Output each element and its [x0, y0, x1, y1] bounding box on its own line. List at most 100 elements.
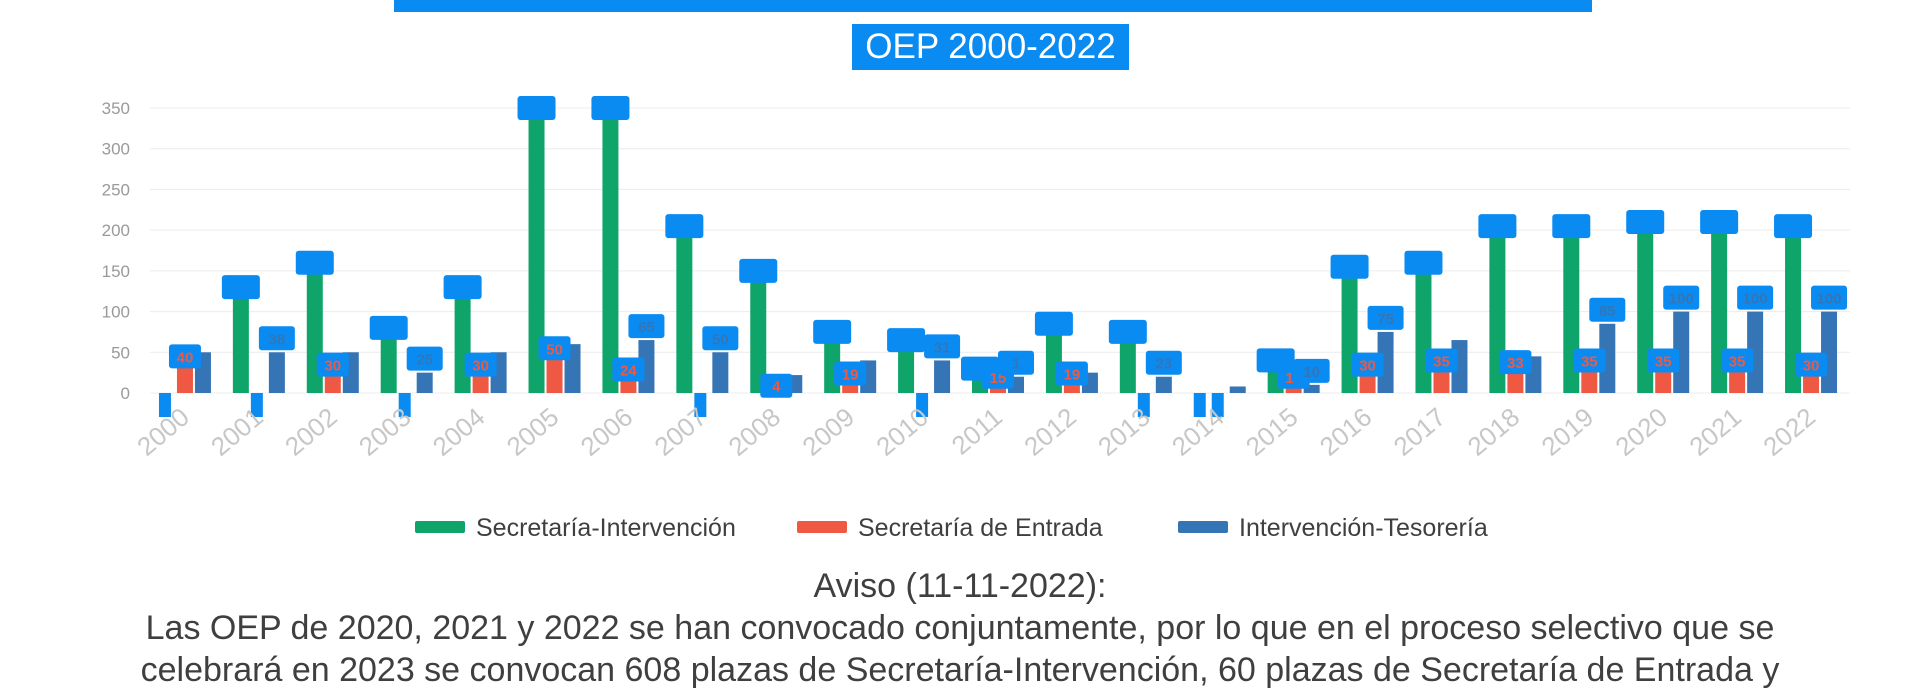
x-tick-label: 2019: [1536, 402, 1600, 462]
y-tick-label: 150: [102, 262, 130, 281]
x-tick-label: 2015: [1240, 402, 1304, 462]
data-label-intervencion-tesoreria: 1: [1012, 356, 1020, 373]
y-tick-label: 200: [102, 221, 130, 240]
data-label-box-secretaria-entrada: [1721, 348, 1754, 373]
x-tick-label: 2017: [1388, 402, 1452, 462]
notice-line-2: celebrará en 2023 se convocan 608 plazas…: [140, 651, 1780, 689]
data-label-box-secretaria-intervencion: [813, 319, 852, 344]
data-label-box-intervencion-tesoreria: [1811, 285, 1848, 310]
bar-intervencion-tesoreria: [1229, 386, 1246, 393]
data-label-box-intervencion-tesoreria: [702, 326, 739, 351]
data-label-box-intervencion-tesoreria: [1737, 285, 1774, 310]
data-label-secretaria-entrada: 19: [1064, 367, 1081, 384]
legend-swatch-secretaria-entrada: [797, 521, 847, 533]
notice-text: Aviso (11-11-2022): Las OEP de 2020, 202…: [0, 565, 1920, 691]
data-label-intervencion-tesoreria: 75: [1377, 311, 1394, 328]
legend-label: Intervención-Tesorería: [1239, 514, 1488, 542]
zero-value-marker: [1211, 393, 1224, 417]
data-label-intervencion-tesoreria: 100: [1743, 291, 1768, 308]
data-label-box-secretaria-intervencion: [369, 315, 408, 340]
data-label-intervencion-tesoreria: 38: [269, 331, 286, 348]
x-tick-label: 2004: [427, 402, 491, 462]
data-label-box-secretaria-intervencion: [1552, 214, 1591, 239]
bar-intervencion-tesoreria: [1673, 311, 1690, 393]
data-label-box-intervencion-tesoreria: [628, 314, 665, 339]
data-label-box-secretaria-entrada: [834, 361, 867, 386]
data-label-box-secretaria-intervencion: [1404, 250, 1443, 275]
bar-intervencion-tesoreria: [934, 360, 951, 393]
data-label-secretaria-entrada: 50: [546, 341, 563, 358]
data-label-box-secretaria-entrada: [1499, 350, 1532, 375]
data-label-box-secretaria-intervencion: [739, 258, 778, 283]
data-label-intervencion-tesoreria: 25: [416, 352, 433, 369]
data-label-box-secretaria-intervencion: [443, 275, 482, 300]
bar-intervencion-tesoreria: [1599, 323, 1616, 393]
bar-intervencion-tesoreria: [1747, 311, 1764, 393]
bar-secretaria-entrada: [176, 360, 193, 393]
data-label-intervencion-tesoreria: 10: [1303, 364, 1320, 381]
data-label-box-secretaria-intervencion: [1774, 214, 1813, 239]
data-label-box-secretaria-intervencion: [1108, 319, 1147, 344]
data-label-secretaria-entrada: 40: [177, 349, 194, 366]
data-label-box-secretaria-intervencion: [591, 96, 630, 120]
bar-secretaria-entrada: [546, 352, 563, 393]
data-label-secretaria-entrada: 33: [1507, 355, 1524, 372]
data-label-secretaria-entrada: 19: [842, 367, 859, 384]
x-tick-label: 2016: [1314, 402, 1378, 462]
data-label-box-secretaria-intervencion: [221, 275, 260, 300]
bar-intervencion-tesoreria: [1303, 384, 1320, 393]
data-label-box-secretaria-entrada: [316, 352, 349, 377]
data-label-box-secretaria-entrada: [1425, 348, 1458, 373]
bar-secretaria-intervencion: [454, 287, 471, 393]
bar-intervencion-tesoreria: [1377, 331, 1394, 393]
data-label-box-intervencion-tesoreria: [1293, 358, 1330, 383]
y-tick-label: 100: [102, 303, 130, 322]
data-label-secretaria-entrada: 35: [1655, 354, 1672, 371]
y-tick-label: 250: [102, 180, 130, 199]
data-label-box-secretaria-entrada: [1647, 348, 1680, 373]
data-label-box-secretaria-intervencion: [887, 328, 926, 353]
x-tick-label: 2006: [575, 402, 639, 462]
data-label-box-secretaria-intervencion: [1034, 311, 1073, 336]
bar-secretaria-intervencion: [676, 226, 693, 393]
data-label-box-secretaria-intervencion: [1700, 210, 1739, 234]
data-label-box-secretaria-entrada: [612, 357, 645, 382]
chart-subtitle: OEP 2000-2022: [852, 24, 1129, 70]
bar-intervencion-tesoreria: [712, 352, 729, 393]
y-tick-label: 300: [102, 140, 130, 159]
y-tick-label: 50: [111, 343, 130, 362]
data-label-secretaria-entrada: 30: [324, 358, 341, 375]
data-label-intervencion-tesoreria: 23: [1155, 356, 1172, 373]
data-label-box-intervencion-tesoreria: [1589, 297, 1626, 322]
y-tick-label: 350: [102, 99, 130, 118]
data-label-box-secretaria-entrada: [760, 373, 793, 398]
bar-secretaria-intervencion: [1785, 226, 1802, 393]
x-tick-label: 2009: [796, 402, 860, 462]
data-label-intervencion-tesoreria: 31: [934, 339, 951, 356]
x-tick-label: 2012: [1018, 402, 1082, 462]
data-label-box-secretaria-entrada: [538, 336, 571, 361]
data-label-secretaria-entrada: 4: [772, 379, 781, 396]
data-label-box-secretaria-entrada: [168, 344, 201, 369]
data-label-secretaria-entrada: 30: [1803, 358, 1820, 375]
data-label-box-intervencion-tesoreria: [998, 350, 1034, 375]
data-label-secretaria-entrada: 30: [1359, 358, 1376, 375]
data-label-box-secretaria-entrada: [1573, 348, 1606, 373]
x-tick-label: 2022: [1757, 402, 1821, 462]
data-label-box-intervencion-tesoreria: [258, 326, 295, 351]
bar-secretaria-intervencion: [898, 340, 915, 393]
data-label-box-secretaria-intervencion: [295, 250, 334, 275]
bar-secretaria-intervencion: [750, 270, 767, 393]
x-tick-label: 2005: [501, 402, 565, 462]
bar-secretaria-intervencion: [232, 287, 249, 393]
title-banner: [394, 0, 1592, 12]
data-label-intervencion-tesoreria: 100: [1817, 291, 1842, 308]
zero-value-marker: [398, 393, 411, 417]
x-tick-label: 2002: [279, 402, 343, 462]
data-label-box-secretaria-entrada: [1795, 352, 1828, 377]
data-label-secretaria-entrada: 35: [1729, 354, 1746, 371]
y-tick-label: 0: [121, 384, 130, 403]
zero-value-marker: [1193, 393, 1206, 417]
legend-label: Secretaría-Intervención: [476, 514, 736, 542]
